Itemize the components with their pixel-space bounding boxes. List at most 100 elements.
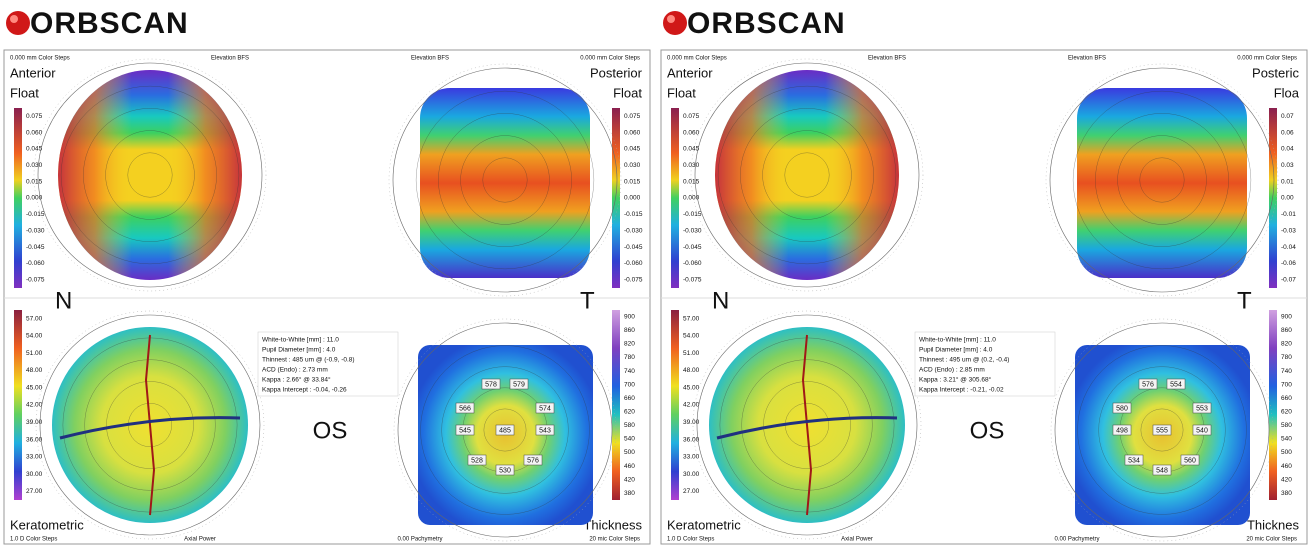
scale-label: 51.00 (683, 350, 700, 357)
scale-label: -0.030 (26, 227, 45, 234)
footer-text: 0.00 Pachymetry (397, 537, 442, 543)
header-text: 0.000 mm Color Steps (667, 56, 727, 62)
info-text: Kappa : 3.21° @ 305.68° (919, 376, 992, 384)
pachymetry-value: 528 (471, 457, 483, 464)
pachymetry-value: 576 (527, 457, 539, 464)
orbscan-panel: ORBSCAN 0.000 mm Color Steps Elevation BFS… (3, 7, 651, 545)
scale-label: 860 (1281, 327, 1292, 334)
scale-label: 30.00 (26, 471, 43, 478)
pachymetry-value: 555 (1156, 427, 1168, 434)
outer-ring (1049, 67, 1275, 293)
scale-label: 0.03 (1281, 162, 1294, 169)
scale-label: 500 (624, 449, 635, 456)
scale-label: 0.07 (1281, 113, 1294, 120)
anterior-float-map (715, 70, 899, 280)
footer-text: Axial Power (841, 537, 873, 543)
scale-label: 0.060 (26, 129, 43, 136)
orientation-label: N (712, 287, 729, 314)
header-text: 0.000 mm Color Steps (1237, 56, 1297, 62)
outer-ring (1045, 63, 1279, 297)
contour-ring (1139, 157, 1185, 203)
info-text: ACD (Endo) : 2.85 mm (919, 367, 985, 374)
map-label: Keratometric (10, 517, 84, 532)
pachymetry-value: 553 (1196, 405, 1208, 412)
pachymetry-value: 534 (1128, 457, 1140, 464)
scale-label: -0.06 (1281, 260, 1296, 267)
outer-ring (1054, 322, 1270, 538)
scale-label: 36.00 (26, 436, 43, 443)
contour-ring (784, 152, 830, 198)
scale-label: 54.00 (26, 333, 43, 340)
info-text: ACD (Endo) : 2.73 mm (262, 367, 328, 374)
map-label: Anterior (667, 65, 713, 80)
footer-text: 1.0 D Color Steps (667, 537, 714, 543)
scale-label: 420 (1281, 476, 1292, 483)
outer-ring (1050, 318, 1274, 542)
outer-ring (397, 322, 613, 538)
scale-label: 0.045 (624, 146, 641, 153)
logo-text: ORBSCAN (687, 7, 846, 40)
contour-ring (83, 108, 217, 242)
pachymetry-box (1138, 378, 1158, 390)
contour-ring (84, 359, 216, 491)
map-label: Floa (1274, 85, 1300, 100)
contour-ring (741, 359, 873, 491)
logo-mark (6, 11, 30, 35)
contour-ring (441, 366, 569, 494)
outer-ring (39, 314, 261, 536)
info-text: Kappa : 2.66° @ 33.84° (262, 376, 331, 384)
color-scale (612, 310, 620, 500)
footer-text: 1.0 D Color Steps (10, 537, 57, 543)
pachymetry-box (1180, 454, 1200, 466)
contour-ring (1098, 366, 1226, 494)
info-box (257, 331, 399, 397)
info-text: Thinnest : 485 um @ (-0.9, -0.8) (262, 357, 355, 364)
scale-label: 420 (624, 476, 635, 483)
header-text: Elevation BFS (1068, 56, 1106, 62)
posterior-float-map (420, 88, 590, 278)
outer-ring (392, 67, 618, 293)
scale-label: 860 (624, 327, 635, 334)
logo-mark (663, 11, 687, 35)
scale-label: -0.075 (683, 277, 702, 284)
scale-label: 780 (624, 354, 635, 361)
scale-label: 39.00 (26, 419, 43, 426)
scale-label: -0.04 (1281, 244, 1296, 251)
contour-ring (1095, 113, 1229, 247)
scale-label: 0.015 (683, 178, 700, 185)
scale-label: 57.00 (683, 315, 700, 322)
pachymetry-box (1166, 378, 1186, 390)
contour-ring (717, 85, 897, 265)
scale-label: -0.060 (624, 260, 643, 267)
footer-text: 0.00 Pachymetry (1054, 537, 1099, 543)
outer-ring (694, 62, 920, 288)
contour-ring (106, 381, 194, 469)
pachymetry-value: 530 (499, 467, 511, 474)
scale-label: 0.015 (26, 178, 43, 185)
scale-label: -0.07 (1281, 277, 1296, 284)
orientation-label: T (1237, 287, 1252, 314)
frame (660, 49, 1308, 545)
pachymetry-value: 543 (539, 427, 551, 434)
map-label: Posterior (590, 65, 643, 80)
pachymetry-value: 576 (1142, 381, 1154, 388)
info-text: Pupil Diameter [mm] : 4.0 (919, 347, 993, 354)
scale-label: 0.075 (26, 113, 43, 120)
scale-label: 460 (1281, 463, 1292, 470)
pachymetry-value: 560 (1184, 457, 1196, 464)
scale-label: 0.00 (1281, 195, 1294, 202)
scale-label: 0.000 (683, 195, 700, 202)
pachymetry-value: 548 (1156, 467, 1168, 474)
scale-label: 700 (1281, 381, 1292, 388)
orbscan-panel: ORBSCAN 0.000 mm Color Steps Elevation BFS… (660, 7, 1308, 545)
pachymetry-box (1192, 402, 1212, 414)
color-scale (1269, 108, 1277, 288)
scale-label: 540 (624, 436, 635, 443)
orientation-label: N (55, 287, 72, 314)
footer-text: 20 mic Color Steps (589, 537, 640, 543)
scale-label: 0.060 (683, 129, 700, 136)
info-text: Pupil Diameter [mm] : 4.0 (262, 347, 336, 354)
scale-label: 0.01 (1281, 178, 1294, 185)
orientation-label: T (580, 287, 595, 314)
